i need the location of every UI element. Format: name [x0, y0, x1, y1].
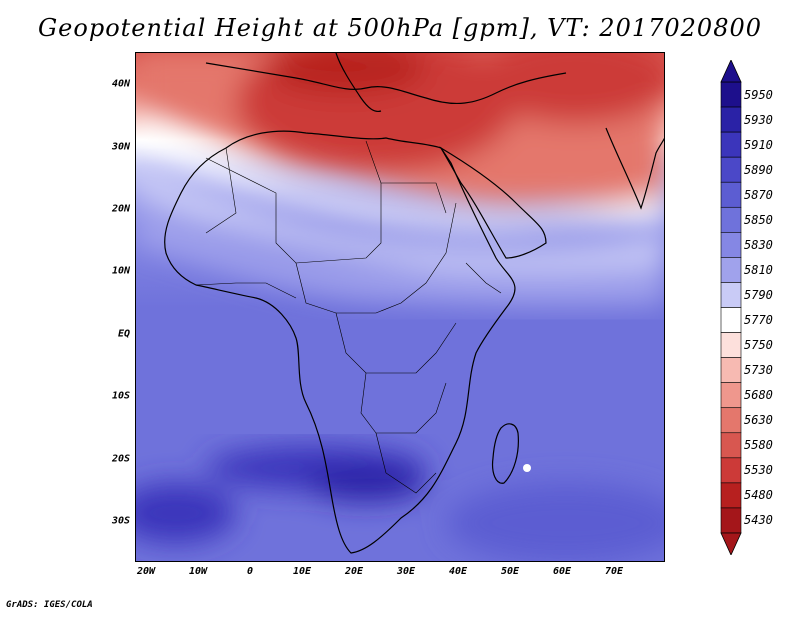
lat-label-20s: 20S [111, 453, 130, 465]
colorbar-label: 5530 [744, 463, 773, 478]
lon-label-50e: 50E [500, 566, 520, 577]
colorbar-label: 5750 [744, 338, 773, 353]
lon-label-30e: 30E [396, 566, 416, 577]
cool-anomaly [136, 446, 664, 561]
colorbar-cell [720, 382, 742, 409]
colorbar-label: 5430 [744, 513, 773, 528]
colorbar-label: 5910 [744, 137, 773, 152]
colorbar-label: 5870 [744, 187, 773, 202]
credit-text: GrADS: IGES/COLA [6, 600, 93, 610]
colorbar-cell [720, 206, 742, 233]
lon-label-10e: 10E [292, 566, 312, 577]
colorbar-top-triangle [720, 60, 742, 83]
colorbar-cell [720, 457, 742, 484]
colorbar-cell [720, 131, 742, 158]
lat-label-40n: 40N [111, 78, 130, 90]
colorbar-cell [720, 232, 742, 258]
colorbar-label: 5630 [744, 413, 773, 428]
warm-anomaly [136, 53, 664, 234]
colorbar-cell [720, 357, 742, 383]
colorbar-cell [720, 507, 742, 534]
lon-label-0: 0 [246, 566, 254, 577]
colorbar-label: 5790 [744, 287, 773, 302]
subtropical-band [136, 163, 664, 306]
lon-label-40e: 40E [448, 566, 468, 577]
colorbar-label: 5950 [744, 87, 773, 102]
lat-label-20n: 20N [111, 203, 130, 215]
colorbar-cell [720, 81, 742, 108]
lon-label-10w: 10W [188, 566, 208, 577]
colorbar-label: 5890 [744, 162, 773, 177]
lat-label-30n: 30N [111, 141, 130, 153]
mauritius-high [523, 464, 531, 472]
lat-label-30s: 30S [111, 515, 130, 527]
coastlines [164, 53, 664, 554]
map-svg [136, 53, 664, 561]
borders [195, 140, 502, 494]
lon-label-60e: 60E [552, 566, 572, 577]
colorbar-cell [720, 156, 742, 183]
colorbar-label: 5480 [744, 488, 773, 503]
colorbar-cell [720, 407, 742, 434]
lon-label-70e: 70E [604, 566, 624, 577]
colorbar-cells [720, 81, 742, 534]
colorbar-cell [720, 482, 742, 509]
colorbar-cell [720, 106, 742, 133]
colorbar-bottom-triangle [720, 532, 742, 555]
colorbar-label: 5850 [744, 212, 773, 227]
colorbar-label: 5830 [744, 237, 773, 252]
colorbar-label: 5930 [744, 112, 773, 127]
lat-label-eq: EQ [117, 328, 130, 340]
colorbar-label: 5680 [744, 388, 773, 403]
map-title: Geopotential Height at 500hPa [gpm], VT:… [38, 14, 762, 42]
lat-label-10s: 10S [111, 390, 130, 402]
lon-label-20e: 20E [344, 566, 364, 577]
colorbar-label: 5580 [744, 438, 773, 453]
colorbar-cell [720, 332, 742, 358]
colorbar-cell [720, 257, 742, 283]
colorbar [720, 60, 742, 555]
lat-label-10n: 10N [111, 265, 130, 277]
colorbar-label: 5730 [744, 363, 773, 378]
geopotential-map [135, 52, 665, 562]
colorbar-cell [720, 282, 742, 308]
lon-label-20w: 20W [136, 566, 156, 577]
colorbar-cell [720, 307, 742, 333]
colorbar-label: 5810 [744, 262, 773, 277]
colorbar-label: 5770 [744, 313, 773, 328]
colorbar-cell [720, 181, 742, 208]
colorbar-cell [720, 432, 742, 459]
